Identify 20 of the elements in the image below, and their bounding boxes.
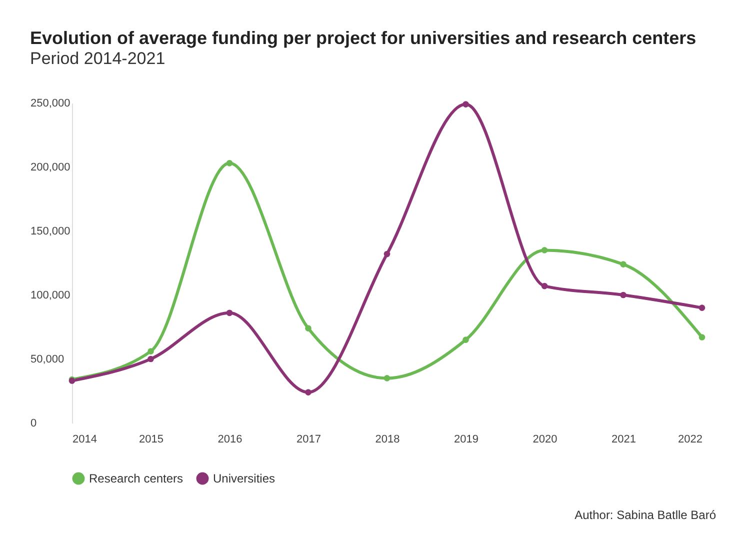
chart-title: Evolution of average funding per project for universities and research centers (30, 28, 696, 48)
y-tick-label: 50,000 (30, 354, 64, 366)
x-tick-label: 2019 (454, 434, 478, 446)
x-tick-label: 2020 (532, 434, 558, 446)
y-tick-label: 0 (30, 418, 37, 430)
legend-label: Universities (213, 472, 276, 486)
x-tick-label: 2017 (296, 434, 321, 446)
x-tick-label: 2018 (375, 434, 400, 446)
x-tick-label: 2022 (678, 434, 702, 446)
legend-label: Research centers (89, 472, 184, 486)
y-tick-label: 200,000 (30, 162, 70, 174)
x-tick-label: 2015 (139, 434, 164, 446)
y-tick-label: 100,000 (30, 290, 70, 302)
y-tick-label: 150,000 (30, 226, 70, 238)
chart-subtitle: Period 2014-2021 (30, 49, 166, 68)
x-tick-label: 2016 (218, 434, 242, 446)
y-tick-label: 250,000 (30, 98, 70, 110)
x-tick-label: 2014 (72, 434, 97, 446)
x-tick-label: 2021 (612, 434, 636, 446)
text: Author: Sabina Batlle Baró (574, 508, 716, 522)
